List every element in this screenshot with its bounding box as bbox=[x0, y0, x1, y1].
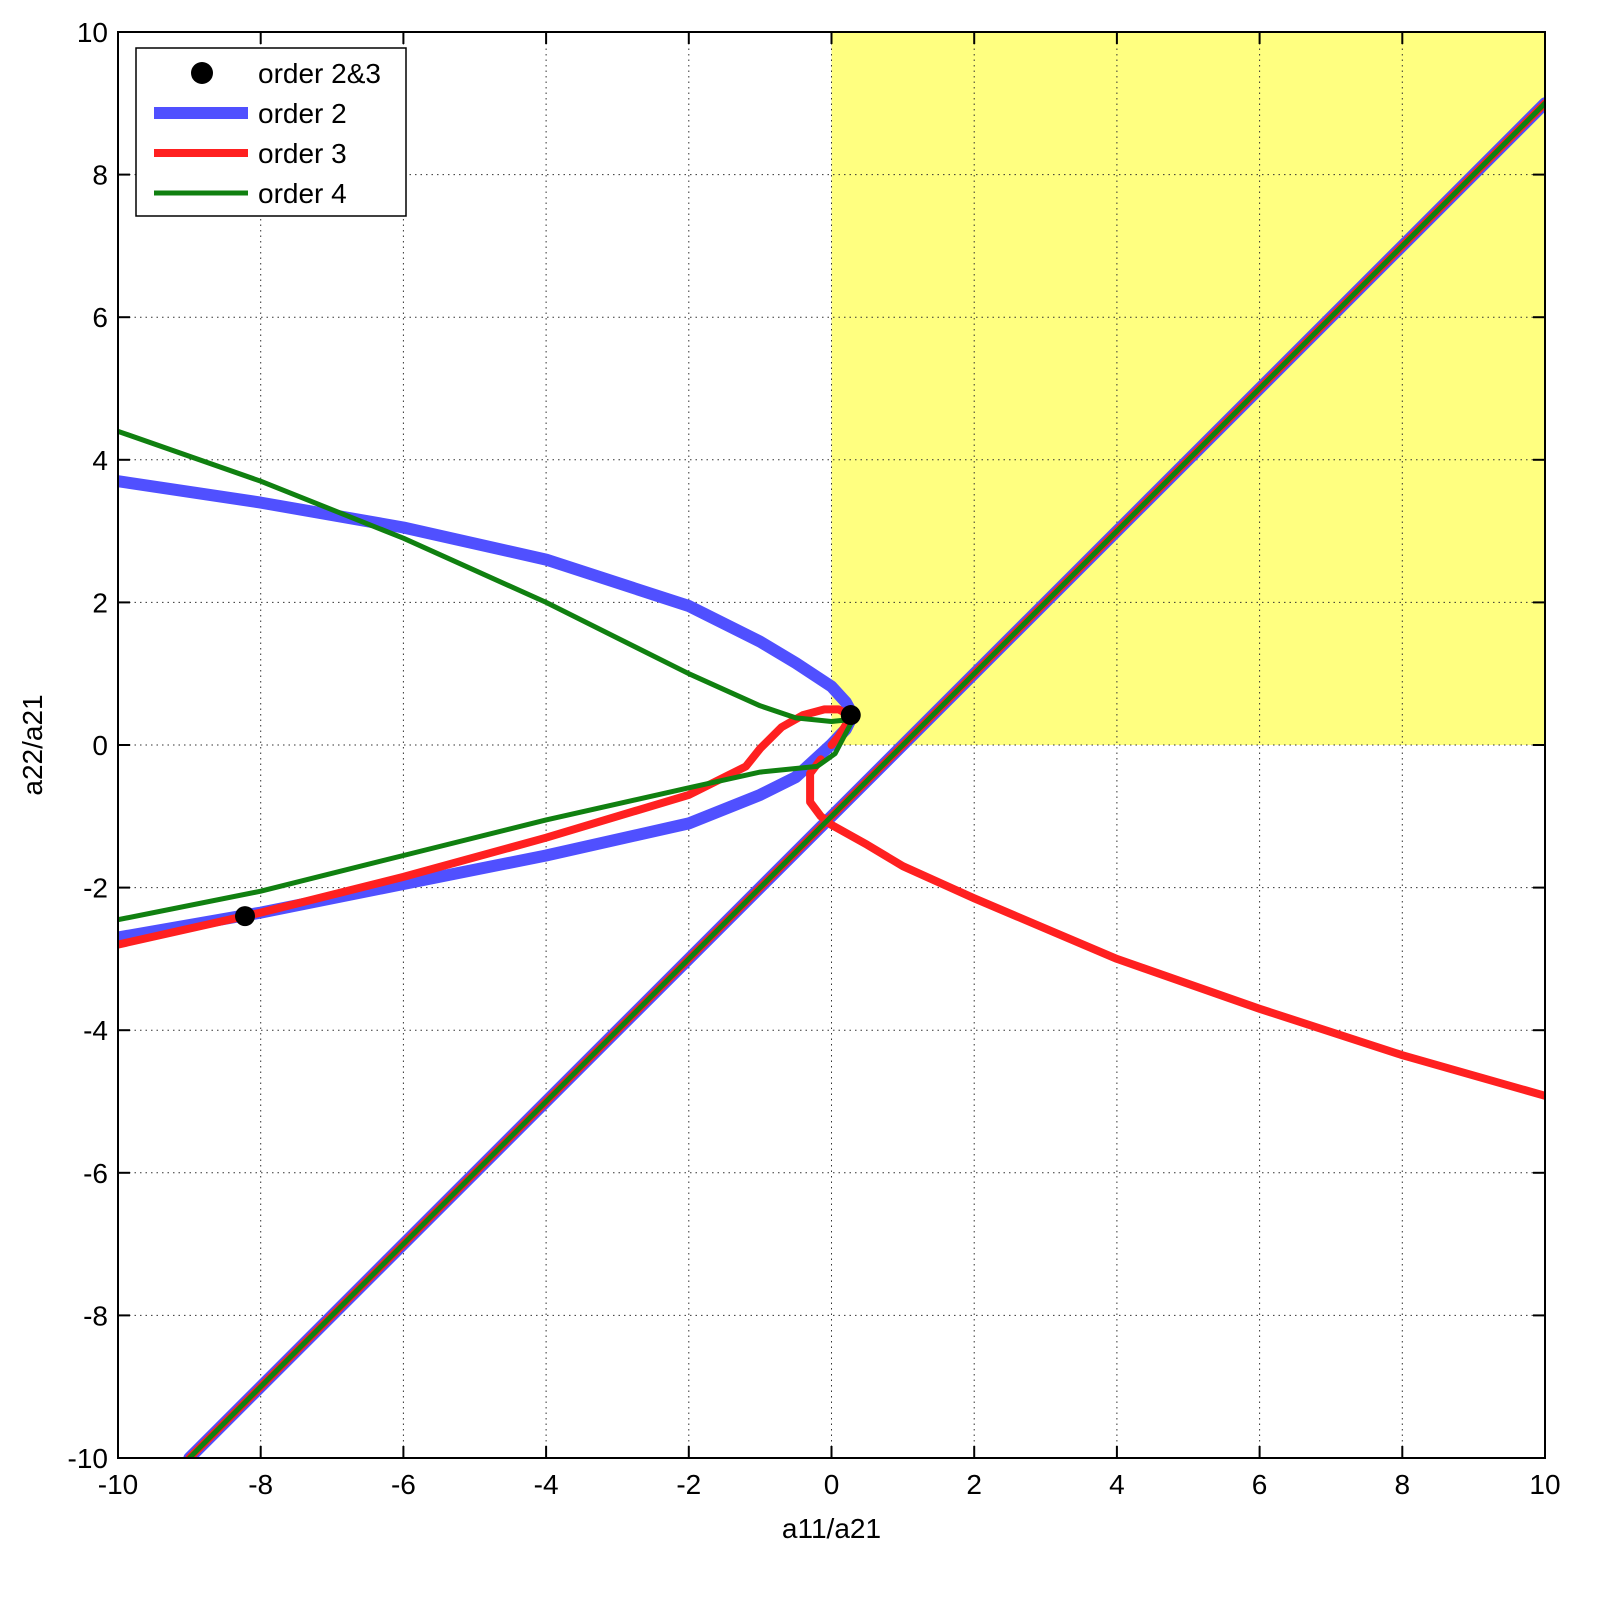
y-tick-label: 8 bbox=[92, 160, 108, 191]
point-order-2-3 bbox=[235, 906, 256, 927]
point-order-2-3 bbox=[840, 705, 861, 726]
y-tick-label: 6 bbox=[92, 302, 108, 333]
y-tick-label: -4 bbox=[83, 1015, 108, 1046]
y-axis-title: a22/a21 bbox=[17, 694, 48, 795]
x-tick-label: 4 bbox=[1109, 1469, 1125, 1500]
series-line-order-4 bbox=[186, 100, 1545, 1458]
y-tick-label: 2 bbox=[92, 587, 108, 618]
x-tick-label: -2 bbox=[676, 1469, 701, 1500]
legend-label: order 4 bbox=[258, 178, 347, 209]
x-tick-label: 2 bbox=[966, 1469, 982, 1500]
data-layer bbox=[118, 97, 1545, 1458]
x-tick-label: 10 bbox=[1529, 1469, 1560, 1500]
shaded-region bbox=[831, 32, 1545, 745]
x-tick-label: -6 bbox=[391, 1469, 416, 1500]
y-tick-label: 4 bbox=[92, 445, 108, 476]
tick-labels: -10 -8 -6 -4 -2 0 2 4 6 8 10 -10 -8 -6 -4 -2 0 2 4 6 8 10 bbox=[68, 17, 1561, 1500]
series-line-order-4 bbox=[118, 428, 854, 724]
series-line-order-4 bbox=[118, 721, 854, 923]
x-tick-label: -10 bbox=[98, 1469, 138, 1500]
x-tick-label: -4 bbox=[534, 1469, 559, 1500]
x-tick-label: 6 bbox=[1252, 1469, 1268, 1500]
x-tick-label: 8 bbox=[1395, 1469, 1411, 1500]
ticks bbox=[117, 31, 1546, 1459]
x-tick-label: -8 bbox=[248, 1469, 273, 1500]
series-line-order-3 bbox=[806, 755, 1545, 1100]
legend-label: order 3 bbox=[258, 138, 347, 169]
legend: order 2&3 order 2 order 3 order 4 bbox=[135, 47, 407, 217]
legend-label: order 2 bbox=[258, 98, 347, 129]
legend-box bbox=[135, 47, 407, 217]
y-tick-label: 0 bbox=[92, 730, 108, 761]
y-tick-label: -6 bbox=[83, 1158, 108, 1189]
x-axis-title: a11/a21 bbox=[782, 1513, 881, 1544]
legend-marker bbox=[191, 62, 213, 84]
x-tick-label: 0 bbox=[824, 1469, 840, 1500]
y-tick-label: 10 bbox=[77, 17, 108, 48]
y-tick-label: -2 bbox=[83, 873, 108, 904]
y-tick-label: -10 bbox=[68, 1443, 108, 1474]
series-layer bbox=[118, 97, 1545, 1458]
legend-label: order 2&3 bbox=[258, 58, 381, 89]
y-tick-label: -8 bbox=[83, 1300, 108, 1331]
points-layer bbox=[235, 705, 861, 927]
